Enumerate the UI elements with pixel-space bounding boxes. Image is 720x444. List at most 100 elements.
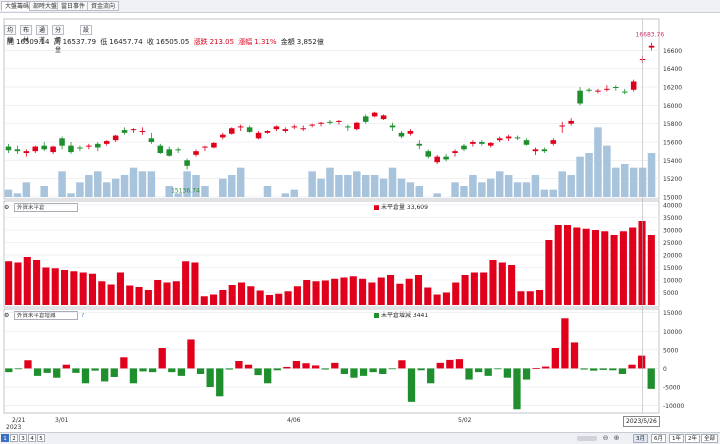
high-label: 高 (53, 38, 61, 46)
x-axis-label: 3/01 (55, 417, 69, 424)
change-bar (302, 363, 310, 369)
candle-body (630, 81, 637, 90)
oi-bar (442, 292, 450, 305)
oi-bar (368, 282, 376, 305)
oi-bar (554, 225, 562, 305)
oi-bar (312, 281, 320, 305)
change-bar (321, 368, 329, 370)
volume-bar (67, 193, 75, 197)
candle-body (95, 143, 101, 148)
candle-body (228, 128, 235, 134)
page-button-4[interactable]: 4 (28, 434, 36, 442)
oi-bar (414, 275, 423, 305)
oi-bar (144, 290, 152, 305)
change-bar (446, 359, 454, 369)
zoom-out-icon[interactable]: ⊖ (602, 434, 609, 442)
page-button-5[interactable]: 5 (37, 434, 45, 442)
candle-body (300, 128, 306, 130)
candle-body (470, 142, 476, 144)
help-icon[interactable]: ? (81, 312, 85, 319)
change-tick-label: 0 (663, 366, 667, 373)
change-bar (628, 364, 636, 369)
x-axis-label: 2/21 (12, 417, 26, 424)
candle-body (514, 137, 521, 139)
volume-bar (4, 189, 13, 197)
tab-bollinger[interactable]: 布林 (20, 25, 33, 44)
price-tick-label: 16400 (663, 66, 682, 73)
oi-bar (265, 295, 273, 305)
oi-bar (563, 225, 572, 305)
chart-scrollbar[interactable] (577, 436, 597, 441)
candle-body (318, 122, 324, 124)
open-interest-dropdown[interactable]: 外資未平倉 (14, 203, 78, 212)
change-bar (273, 368, 281, 371)
high-value: 16537.79 (62, 38, 97, 46)
change-label: 漲跌 (193, 38, 208, 46)
legend-swatch-red (374, 205, 379, 210)
open-interest-change-dropdown[interactable]: 外資未平倉增減 (14, 311, 78, 320)
change-bar (292, 361, 301, 369)
volume-bar (460, 186, 468, 197)
price-tick-label: 15200 (663, 176, 682, 183)
oi-bar (638, 220, 646, 305)
oi-bar (340, 277, 348, 305)
change-bar (235, 361, 243, 369)
candle-body (77, 147, 83, 149)
tab-settings[interactable]: 設 (80, 25, 93, 35)
candle-body (541, 149, 548, 152)
tab-channel[interactable]: 通道 (36, 25, 49, 44)
volume-bar (549, 189, 558, 197)
open-interest-legend-text: 未平倉量 33,609 (381, 204, 428, 211)
candle-body (246, 127, 253, 132)
oi-tick-label: 20000 (663, 253, 682, 260)
open-interest-change-legend: 未平倉增減 3441 (374, 311, 428, 320)
page-button-2[interactable]: 2 (10, 434, 18, 442)
oi-bar (107, 284, 115, 305)
oi-bar (303, 280, 311, 305)
amount-value: 3,852億 (296, 38, 324, 46)
oi-bar (461, 275, 469, 305)
range-3m-button[interactable]: 3月 (633, 434, 648, 443)
range-all-button[interactable]: 全部 (701, 434, 719, 443)
change-tick-label: 5000 (663, 347, 678, 354)
volume-bar (433, 193, 441, 197)
tab-moving-average[interactable]: 均線 (4, 25, 17, 44)
oi-tick-label: 10000 (663, 278, 682, 285)
change-bar (129, 368, 138, 384)
oi-bar (480, 272, 488, 305)
panel3-gear-icon[interactable]: ⚙ (4, 312, 10, 319)
volume-bar (40, 186, 48, 197)
oi-tick-label: 35000 (663, 215, 682, 222)
oi-bar (526, 291, 534, 305)
volume-bar (451, 182, 459, 197)
page-button-1[interactable]: 1 (1, 434, 9, 442)
page-button-3[interactable]: 3 (19, 434, 27, 442)
stock-chart[interactable]: 15000 15200 15400 15600 15800 16000 16200 16400… (0, 0, 720, 432)
oi-bar (191, 262, 199, 305)
zoom-in-icon[interactable]: ⊕ (613, 434, 620, 442)
range-6m-button[interactable]: 6月 (651, 434, 666, 443)
change-bar (436, 362, 444, 369)
range-2y-button[interactable]: 2年 (685, 434, 700, 443)
tab-fund-flow[interactable]: 資金流向 (87, 1, 120, 11)
change-bar (580, 368, 588, 370)
change-bar (264, 368, 272, 384)
volume-bar (326, 167, 334, 197)
change-bar (206, 368, 214, 387)
change-bar (177, 368, 186, 376)
candle-body (648, 45, 655, 48)
range-1y-button[interactable]: 1年 (669, 434, 684, 443)
candle-body (121, 130, 128, 133)
candle-body (291, 126, 298, 128)
candle-body (345, 126, 351, 128)
oi-bar (470, 272, 478, 305)
candle-body (505, 136, 512, 139)
oi-bar (237, 282, 246, 305)
change-bar (148, 368, 157, 373)
oi-bar (126, 285, 134, 305)
change-bar (216, 368, 224, 397)
volume-bar (513, 182, 522, 197)
panel2-gear-icon[interactable]: ⚙ (4, 204, 10, 211)
volume-bar (111, 178, 120, 197)
change-bar (647, 368, 655, 389)
